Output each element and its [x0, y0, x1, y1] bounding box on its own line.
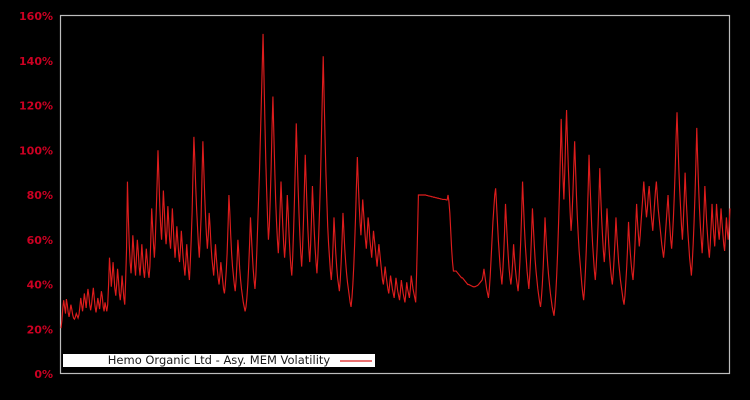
y-axis-tick-label: 100%: [19, 144, 53, 157]
y-axis-tick-labels: 160% 140% 120% 100% 80% 60% 40% 20% 0%: [19, 10, 53, 381]
y-axis-tick-label: 160%: [19, 10, 53, 23]
y-axis-tick-label: 40%: [27, 279, 53, 292]
legend-background: [63, 354, 375, 367]
data-series-group: [60, 33, 731, 329]
y-axis-tick-label: 120%: [19, 100, 53, 113]
legend-label: Hemo Organic Ltd - Asy. MEM Volatility: [108, 353, 331, 367]
series-line-0: [60, 33, 731, 329]
y-axis-tick-label: 140%: [19, 55, 53, 68]
y-axis-tick-label: 80%: [27, 189, 53, 202]
y-axis-tick-label: 0%: [34, 368, 53, 381]
y-axis-tick-label: 20%: [27, 323, 53, 336]
y-axis-tick-label: 60%: [27, 234, 53, 247]
chart-legend[interactable]: Hemo Organic Ltd - Asy. MEM Volatility: [63, 353, 375, 367]
plot-area-frame: [59, 14, 731, 375]
